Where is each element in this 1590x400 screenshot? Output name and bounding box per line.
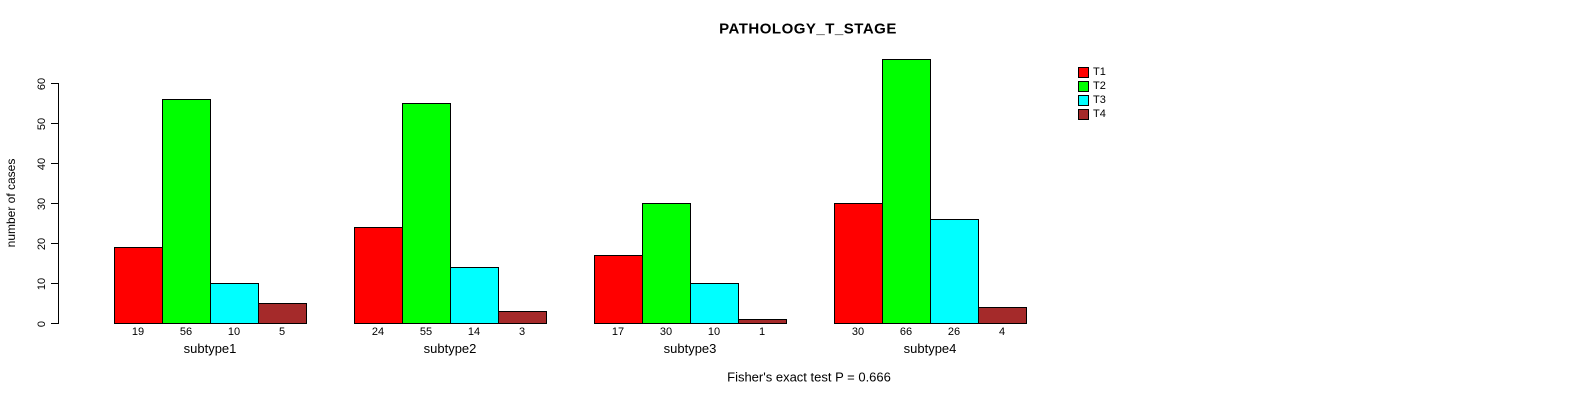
y-axis-line bbox=[58, 83, 59, 324]
bar-value-label: 10 bbox=[227, 326, 241, 338]
bar-t4-subtype4 bbox=[978, 307, 1027, 324]
bar-t3-subtype3 bbox=[690, 283, 739, 324]
bar-value-label: 3 bbox=[518, 326, 526, 338]
bar-t3-subtype4 bbox=[930, 219, 979, 324]
chart-title: PATHOLOGY_T_STAGE bbox=[719, 20, 897, 38]
category-label: subtype3 bbox=[663, 341, 717, 356]
bar-value-label: 4 bbox=[998, 326, 1006, 338]
y-tick-mark bbox=[51, 83, 58, 84]
category-label: subtype4 bbox=[903, 341, 957, 356]
legend-swatch-t2 bbox=[1078, 81, 1089, 92]
y-tick-label: 30 bbox=[36, 197, 48, 210]
category-label: subtype2 bbox=[423, 341, 477, 356]
legend-label: T4 bbox=[1093, 108, 1106, 120]
bar-value-label: 30 bbox=[659, 326, 673, 338]
category-label: subtype1 bbox=[183, 341, 237, 356]
legend-swatch-t3 bbox=[1078, 95, 1089, 106]
bar-value-label: 17 bbox=[611, 326, 625, 338]
legend-swatch-t1 bbox=[1078, 67, 1089, 78]
legend: T1 T2 T3 T4 bbox=[1078, 66, 1106, 122]
bar-t4-subtype3 bbox=[738, 319, 787, 324]
y-tick-mark bbox=[51, 203, 58, 204]
bar-t4-subtype1 bbox=[258, 303, 307, 324]
y-tick-label: 40 bbox=[36, 157, 48, 170]
bar-t2-subtype4 bbox=[882, 59, 931, 324]
y-tick-mark bbox=[51, 283, 58, 284]
legend-item: T4 bbox=[1078, 108, 1106, 121]
y-tick-label: 50 bbox=[36, 117, 48, 130]
bar-t3-subtype1 bbox=[210, 283, 259, 324]
bar-t3-subtype2 bbox=[450, 267, 499, 324]
bar-value-label: 30 bbox=[851, 326, 865, 338]
bar-value-label: 24 bbox=[371, 326, 385, 338]
bar-value-label: 56 bbox=[179, 326, 193, 338]
bar-value-label: 26 bbox=[947, 326, 961, 338]
bar-t1-subtype2 bbox=[354, 227, 403, 324]
fisher-test-annotation: Fisher's exact test P = 0.666 bbox=[727, 369, 891, 385]
bar-value-label: 66 bbox=[899, 326, 913, 338]
legend-item: T3 bbox=[1078, 94, 1106, 107]
bar-t1-subtype4 bbox=[834, 203, 883, 324]
bar-t2-subtype2 bbox=[402, 103, 451, 324]
y-tick-label: 60 bbox=[36, 77, 48, 90]
legend-item: T2 bbox=[1078, 80, 1106, 93]
legend-label: T2 bbox=[1093, 80, 1106, 92]
bar-value-label: 1 bbox=[758, 326, 766, 338]
bar-value-label: 19 bbox=[131, 326, 145, 338]
y-tick-mark bbox=[51, 123, 58, 124]
y-axis-label: number of cases bbox=[4, 158, 18, 248]
bar-value-label: 10 bbox=[707, 326, 721, 338]
y-tick-label: 10 bbox=[36, 277, 48, 290]
bar-t1-subtype3 bbox=[594, 255, 643, 324]
y-tick-label: 20 bbox=[36, 237, 48, 250]
legend-swatch-t4 bbox=[1078, 109, 1089, 120]
legend-label: T3 bbox=[1093, 94, 1106, 106]
legend-label: T1 bbox=[1093, 66, 1106, 78]
bar-t2-subtype3 bbox=[642, 203, 691, 324]
y-tick-mark bbox=[51, 163, 58, 164]
bar-t1-subtype1 bbox=[114, 247, 163, 324]
y-tick-label: 0 bbox=[36, 320, 48, 327]
bar-value-label: 55 bbox=[419, 326, 433, 338]
bar-t4-subtype2 bbox=[498, 311, 547, 324]
bar-value-label: 5 bbox=[278, 326, 286, 338]
y-tick-mark bbox=[51, 243, 58, 244]
y-tick-mark bbox=[51, 323, 58, 324]
bar-t2-subtype1 bbox=[162, 99, 211, 324]
legend-item: T1 bbox=[1078, 66, 1106, 79]
bar-value-label: 14 bbox=[467, 326, 481, 338]
